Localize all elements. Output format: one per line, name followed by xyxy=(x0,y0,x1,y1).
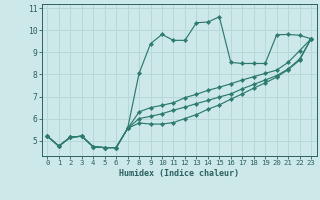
X-axis label: Humidex (Indice chaleur): Humidex (Indice chaleur) xyxy=(119,169,239,178)
